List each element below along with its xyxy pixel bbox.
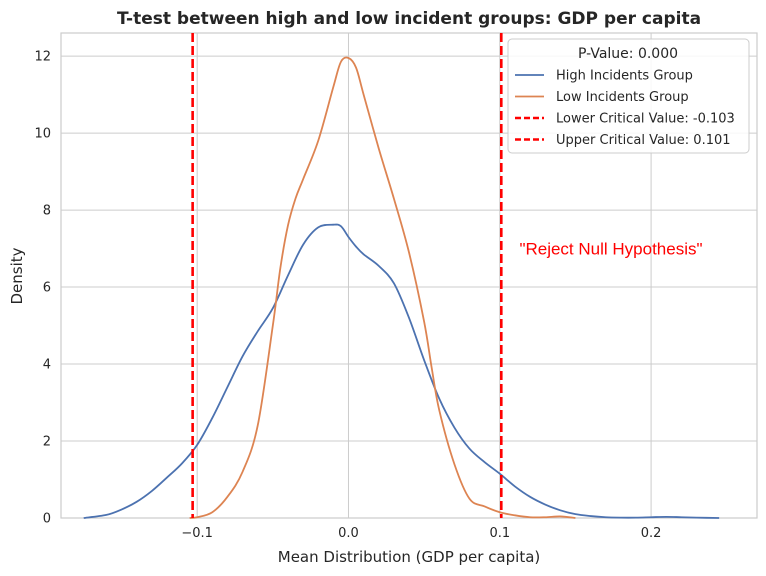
- legend: P-Value: 0.000 High Incidents Group Low I…: [507, 38, 750, 154]
- legend-entries: High Incidents Group Low Incidents Group L…: [515, 69, 735, 148]
- plot-border: [60, 32, 758, 519]
- legend-title: P-Value: 0.000: [578, 46, 678, 62]
- legend-label: Upper Critical Value: 0.101: [556, 133, 731, 148]
- y-tick-label: 0: [43, 512, 51, 527]
- legend-entry-high-incidents: High Incidents Group: [515, 69, 693, 84]
- y-tick-label: 10: [34, 127, 51, 142]
- legend-entry-upper-critical: Upper Critical Value: 0.101: [515, 133, 731, 148]
- legend-label: Low Incidents Group: [556, 90, 689, 105]
- legend-entry-low-incidents: Low Incidents Group: [515, 90, 689, 105]
- x-axis-label: Mean Distribution (GDP per capita): [278, 548, 541, 566]
- x-tick-label: 0.2: [641, 526, 662, 541]
- x-tick-label: 0.0: [338, 526, 359, 541]
- legend-label: Lower Critical Value: -0.103: [556, 112, 735, 127]
- critical-lines: [191, 33, 503, 518]
- y-tick-label: 6: [43, 281, 51, 296]
- legend-label: High Incidents Group: [556, 69, 693, 84]
- y-tick-label: 12: [34, 50, 51, 65]
- x-tick-label: 0.1: [489, 526, 510, 541]
- y-tick-labels: 0 2 4 6 8 10 12: [34, 50, 51, 527]
- series-line-high-incidents: [83, 223, 720, 519]
- y-tick-label: 8: [43, 204, 51, 219]
- x-tick-labels: −0.1 0.0 0.1 0.2: [181, 526, 661, 541]
- series-group: [83, 56, 720, 519]
- reject-null-annotation: "Reject Null Hypothesis": [519, 240, 702, 259]
- y-tick-label: 4: [43, 358, 51, 373]
- legend-box: [507, 38, 750, 154]
- legend-entry-lower-critical: Lower Critical Value: -0.103: [515, 112, 735, 127]
- plot-frame: [60, 32, 758, 519]
- series-line-low-incidents: [189, 56, 576, 519]
- y-axis-label: Density: [8, 247, 26, 304]
- y-tick-label: 2: [43, 435, 51, 450]
- x-tick-label: −0.1: [181, 526, 213, 541]
- chart-title: T-test between high and low incident gro…: [117, 9, 701, 29]
